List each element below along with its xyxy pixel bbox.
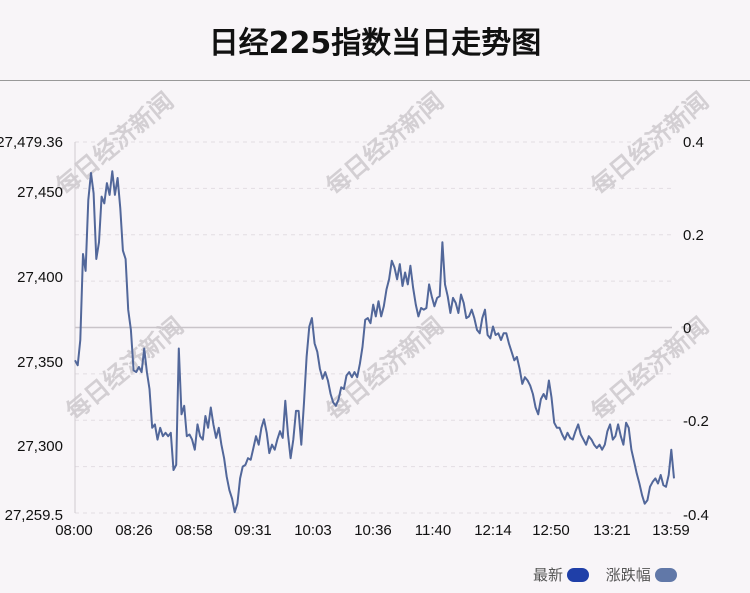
chart-title: 日经225指数当日走势图 <box>208 26 542 61</box>
legend-swatch-change <box>654 567 677 582</box>
watermark-text: 每日经济新闻 <box>321 87 449 201</box>
legend-label-change: 涨跌幅 <box>605 566 651 584</box>
x-tick-label: 08:00 <box>55 522 93 539</box>
y-right-tick-label: 0 <box>683 320 691 337</box>
y-right-tick-label: -0.2 <box>683 413 709 430</box>
x-tick-label: 08:58 <box>175 522 213 539</box>
y-left-tick-label: 27,259.5 <box>5 507 63 524</box>
y-left-tick-label: 27,450 <box>17 184 63 201</box>
y-right-tick-label: 0.2 <box>683 227 704 244</box>
y-left-tick-label: 27,400 <box>17 269 63 286</box>
watermark-text: 每日经济新闻 <box>321 312 449 426</box>
series-line <box>74 170 675 514</box>
legend-item-change[interactable]: 涨跌幅 <box>606 564 677 585</box>
y-left-tick-label: 27,479.36 <box>0 134 63 151</box>
x-tick-label: 13:21 <box>593 522 631 539</box>
x-tick-label: 10:03 <box>294 522 332 539</box>
watermark-text: 每日经济新闻 <box>51 87 179 201</box>
x-tick-label: 10:36 <box>354 522 392 539</box>
x-tick-label: 08:26 <box>115 522 153 539</box>
x-tick-label: 12:14 <box>474 522 512 539</box>
x-tick-label: 11:40 <box>415 522 451 539</box>
legend-swatch-latest <box>567 567 590 582</box>
legend: 最新 涨跌幅 <box>533 564 689 584</box>
watermark-text: 每日经济新闻 <box>586 312 714 426</box>
legend-label-latest: 最新 <box>533 566 564 584</box>
tick-labels: 27,479.36 27,450 27,400 27,350 27,300 27,259.… <box>0 134 709 539</box>
legend-item-latest[interactable]: 最新 <box>533 564 590 585</box>
x-tick-label: 09:31 <box>234 522 272 539</box>
x-tick-label: 12:50 <box>532 522 570 539</box>
y-right-tick-label: 0.4 <box>683 134 704 151</box>
y-left-tick-label: 27,350 <box>17 354 63 371</box>
x-tick-label: 13:59 <box>652 522 690 539</box>
title-divider <box>0 80 750 81</box>
y-left-tick-label: 27,300 <box>17 438 63 455</box>
y-right-tick-label: -0.4 <box>683 507 709 524</box>
grid-lines <box>75 141 672 514</box>
